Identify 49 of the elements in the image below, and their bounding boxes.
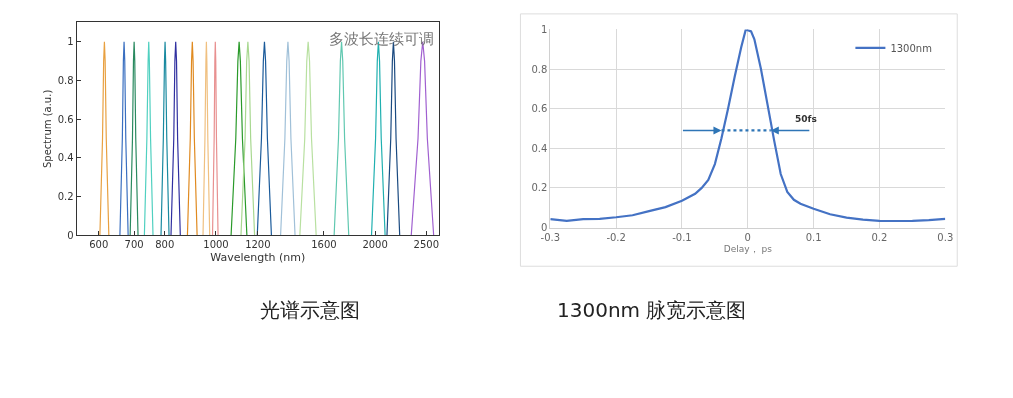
line-series (160, 41, 170, 236)
y-tick-label: 0.8 (531, 63, 548, 75)
legend-label: 1300nm (890, 42, 932, 54)
text: 光谱示意图 (260, 298, 360, 322)
x-tick-label: 0.1 (805, 231, 822, 243)
line-series (129, 41, 139, 236)
x-tick-label: 600 (89, 239, 109, 251)
y-tick-label: 1 (540, 23, 548, 35)
y-tick-label: 0.4 (57, 152, 74, 164)
x-tick-label: -0.3 (540, 231, 561, 243)
y-tick-label: 0.8 (57, 74, 74, 86)
y-tick-label: 0.6 (531, 103, 548, 115)
line-series (299, 41, 317, 236)
text: 1300nm 脉宽示意图 (557, 298, 747, 322)
x-tick-label: 0 (744, 231, 751, 243)
line-series (230, 41, 248, 236)
x-tick-label: 2000 (362, 239, 388, 251)
line-series (99, 41, 110, 236)
y-tick-label: 0.6 (57, 113, 74, 125)
x-tick-label: -0.1 (672, 231, 692, 243)
line-series (186, 41, 198, 236)
x-tick-label: -0.2 (606, 231, 626, 243)
x-tick-label: 1200 (245, 239, 271, 251)
y-tick-label: 1 (67, 36, 74, 48)
x-axis-title: Wavelength (nm) (210, 251, 306, 265)
line-series (550, 29, 946, 223)
line-series (280, 41, 296, 236)
x-axis-title: Delay， ps (723, 244, 773, 255)
x-tick-label: 700 (124, 239, 144, 251)
x-tick-label: 800 (155, 239, 175, 251)
y-tick-label: 0.4 (531, 142, 548, 154)
line-series (202, 41, 211, 236)
line-series (240, 41, 256, 236)
y-tick-label: 0.2 (531, 182, 548, 194)
line-series (211, 41, 219, 236)
x-tick-label: 0.2 (871, 231, 888, 243)
x-tick-label: 2500 (413, 239, 440, 251)
x-tick-label: 1000 (203, 239, 229, 251)
x-tick-label: 0.3 (937, 231, 954, 243)
x-tick-label: 1600 (311, 239, 337, 251)
line-series (119, 41, 129, 236)
y-tick-label: 0.2 (57, 191, 74, 203)
line-series (256, 41, 273, 236)
y-axis-title: Spectrum (a.u.) (41, 89, 53, 168)
line-series (170, 41, 181, 236)
annotation: 50fs (795, 114, 817, 124)
annotation: 多波长连续可调 (329, 30, 434, 48)
line-series (143, 41, 154, 236)
y-tick-label: 0 (540, 222, 548, 234)
